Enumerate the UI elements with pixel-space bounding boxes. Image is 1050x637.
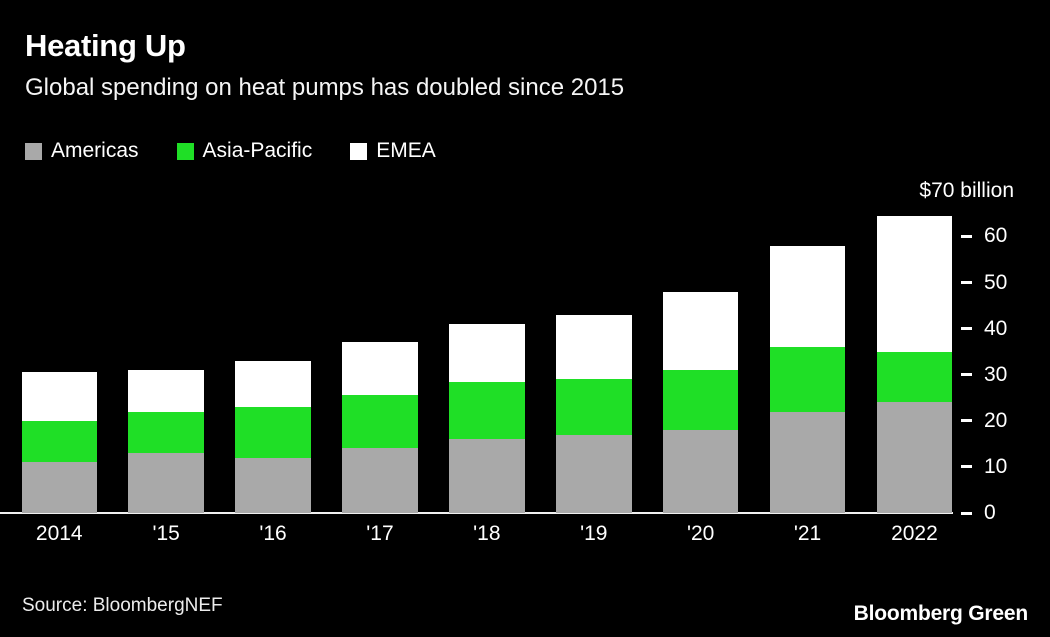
bar-segment-americas-2014 <box>21 462 97 513</box>
legend-item-asiapacific: Asia-Pacific <box>176 139 313 163</box>
legend-item-emea: EMEA <box>350 139 436 163</box>
x-tick-label-20: '20 <box>686 522 715 545</box>
legend-swatch-emea <box>350 142 368 160</box>
x-tick-label-17: '17 <box>366 522 394 545</box>
bar-segment-asiapacific-18 <box>449 381 525 440</box>
bar-segment-emea-2022 <box>876 215 953 352</box>
bar-segment-asiapacific-15 <box>128 411 204 454</box>
y-tick-label-20: 20 <box>984 408 1008 432</box>
y-tick-dash-60 <box>961 234 972 238</box>
bar-segment-emea-18 <box>449 323 525 382</box>
bar-segment-emea-17 <box>342 342 418 396</box>
bar-segment-americas-18 <box>449 439 525 513</box>
legend-swatch-americas <box>25 142 42 160</box>
bar-segment-asiapacific-21 <box>769 347 846 412</box>
legend-label: EMEA <box>376 139 436 162</box>
y-tick-label-50: 50 <box>984 270 1008 294</box>
legend-item-americas: Americas <box>25 139 139 163</box>
bar-segment-emea-19 <box>556 314 632 380</box>
bar-segment-emea-21 <box>769 245 846 348</box>
y-tick-dash-50 <box>961 281 972 284</box>
y-tick-label-0: 0 <box>984 501 996 524</box>
legend-swatch-asiapacific <box>176 142 194 160</box>
bar-segment-asiapacific-2014 <box>21 420 97 463</box>
source-note: Source: BloombergNEF <box>22 595 223 616</box>
bar-segment-asiapacific-19 <box>556 379 632 435</box>
bar-segment-americas-2022 <box>876 402 953 513</box>
bar-segment-asiapacific-2022 <box>876 351 953 403</box>
y-tick-label-60: 60 <box>984 224 1008 248</box>
bar-segment-americas-16 <box>235 457 311 513</box>
y-tick-label-10: 10 <box>984 454 1008 478</box>
y-tick-dash-20 <box>961 419 972 423</box>
bar-segment-asiapacific-16 <box>235 406 311 458</box>
x-tick-label-18: '18 <box>473 522 501 545</box>
legend: Americas Asia-Pacific EMEA <box>25 139 436 163</box>
x-axis-baseline <box>0 512 953 514</box>
bar-segment-emea-16 <box>235 360 311 407</box>
bar-segment-americas-21 <box>769 411 846 513</box>
x-tick-label-2022: 2022 <box>891 522 938 545</box>
x-tick-label-16: '16 <box>259 522 287 545</box>
bar-segment-americas-19 <box>556 434 632 513</box>
brand-logo: Bloomberg Green <box>853 602 1029 625</box>
bar-segment-asiapacific-20 <box>662 370 739 430</box>
x-tick-label-19: '19 <box>580 522 608 545</box>
y-tick-dash-0 <box>961 511 972 515</box>
bar-segment-emea-20 <box>662 291 739 371</box>
y-tick-label-30: 30 <box>984 362 1008 386</box>
y-tick-dash-40 <box>961 327 972 331</box>
bar-segment-emea-15 <box>128 370 204 412</box>
y-axis-unit-label: $70 billion <box>919 179 1014 202</box>
bar-segment-americas-17 <box>342 448 418 513</box>
y-tick-label-40: 40 <box>984 316 1008 340</box>
legend-label: Asia-Pacific <box>202 139 313 162</box>
bar-segment-emea-2014 <box>21 372 97 421</box>
x-tick-label-15: '15 <box>152 522 180 545</box>
bar-segment-asiapacific-17 <box>342 395 418 449</box>
x-tick-label-21: '21 <box>793 522 822 545</box>
bar-segment-americas-20 <box>662 430 739 513</box>
legend-label: Americas <box>51 139 139 162</box>
chart-title: Heating Up <box>25 28 186 63</box>
bar-segment-americas-15 <box>128 453 204 513</box>
y-tick-dash-10 <box>961 465 972 469</box>
y-tick-dash-30 <box>961 373 972 377</box>
x-tick-label-2014: 2014 <box>35 522 83 545</box>
chart-subtitle: Global spending on heat pumps has double… <box>25 74 625 101</box>
